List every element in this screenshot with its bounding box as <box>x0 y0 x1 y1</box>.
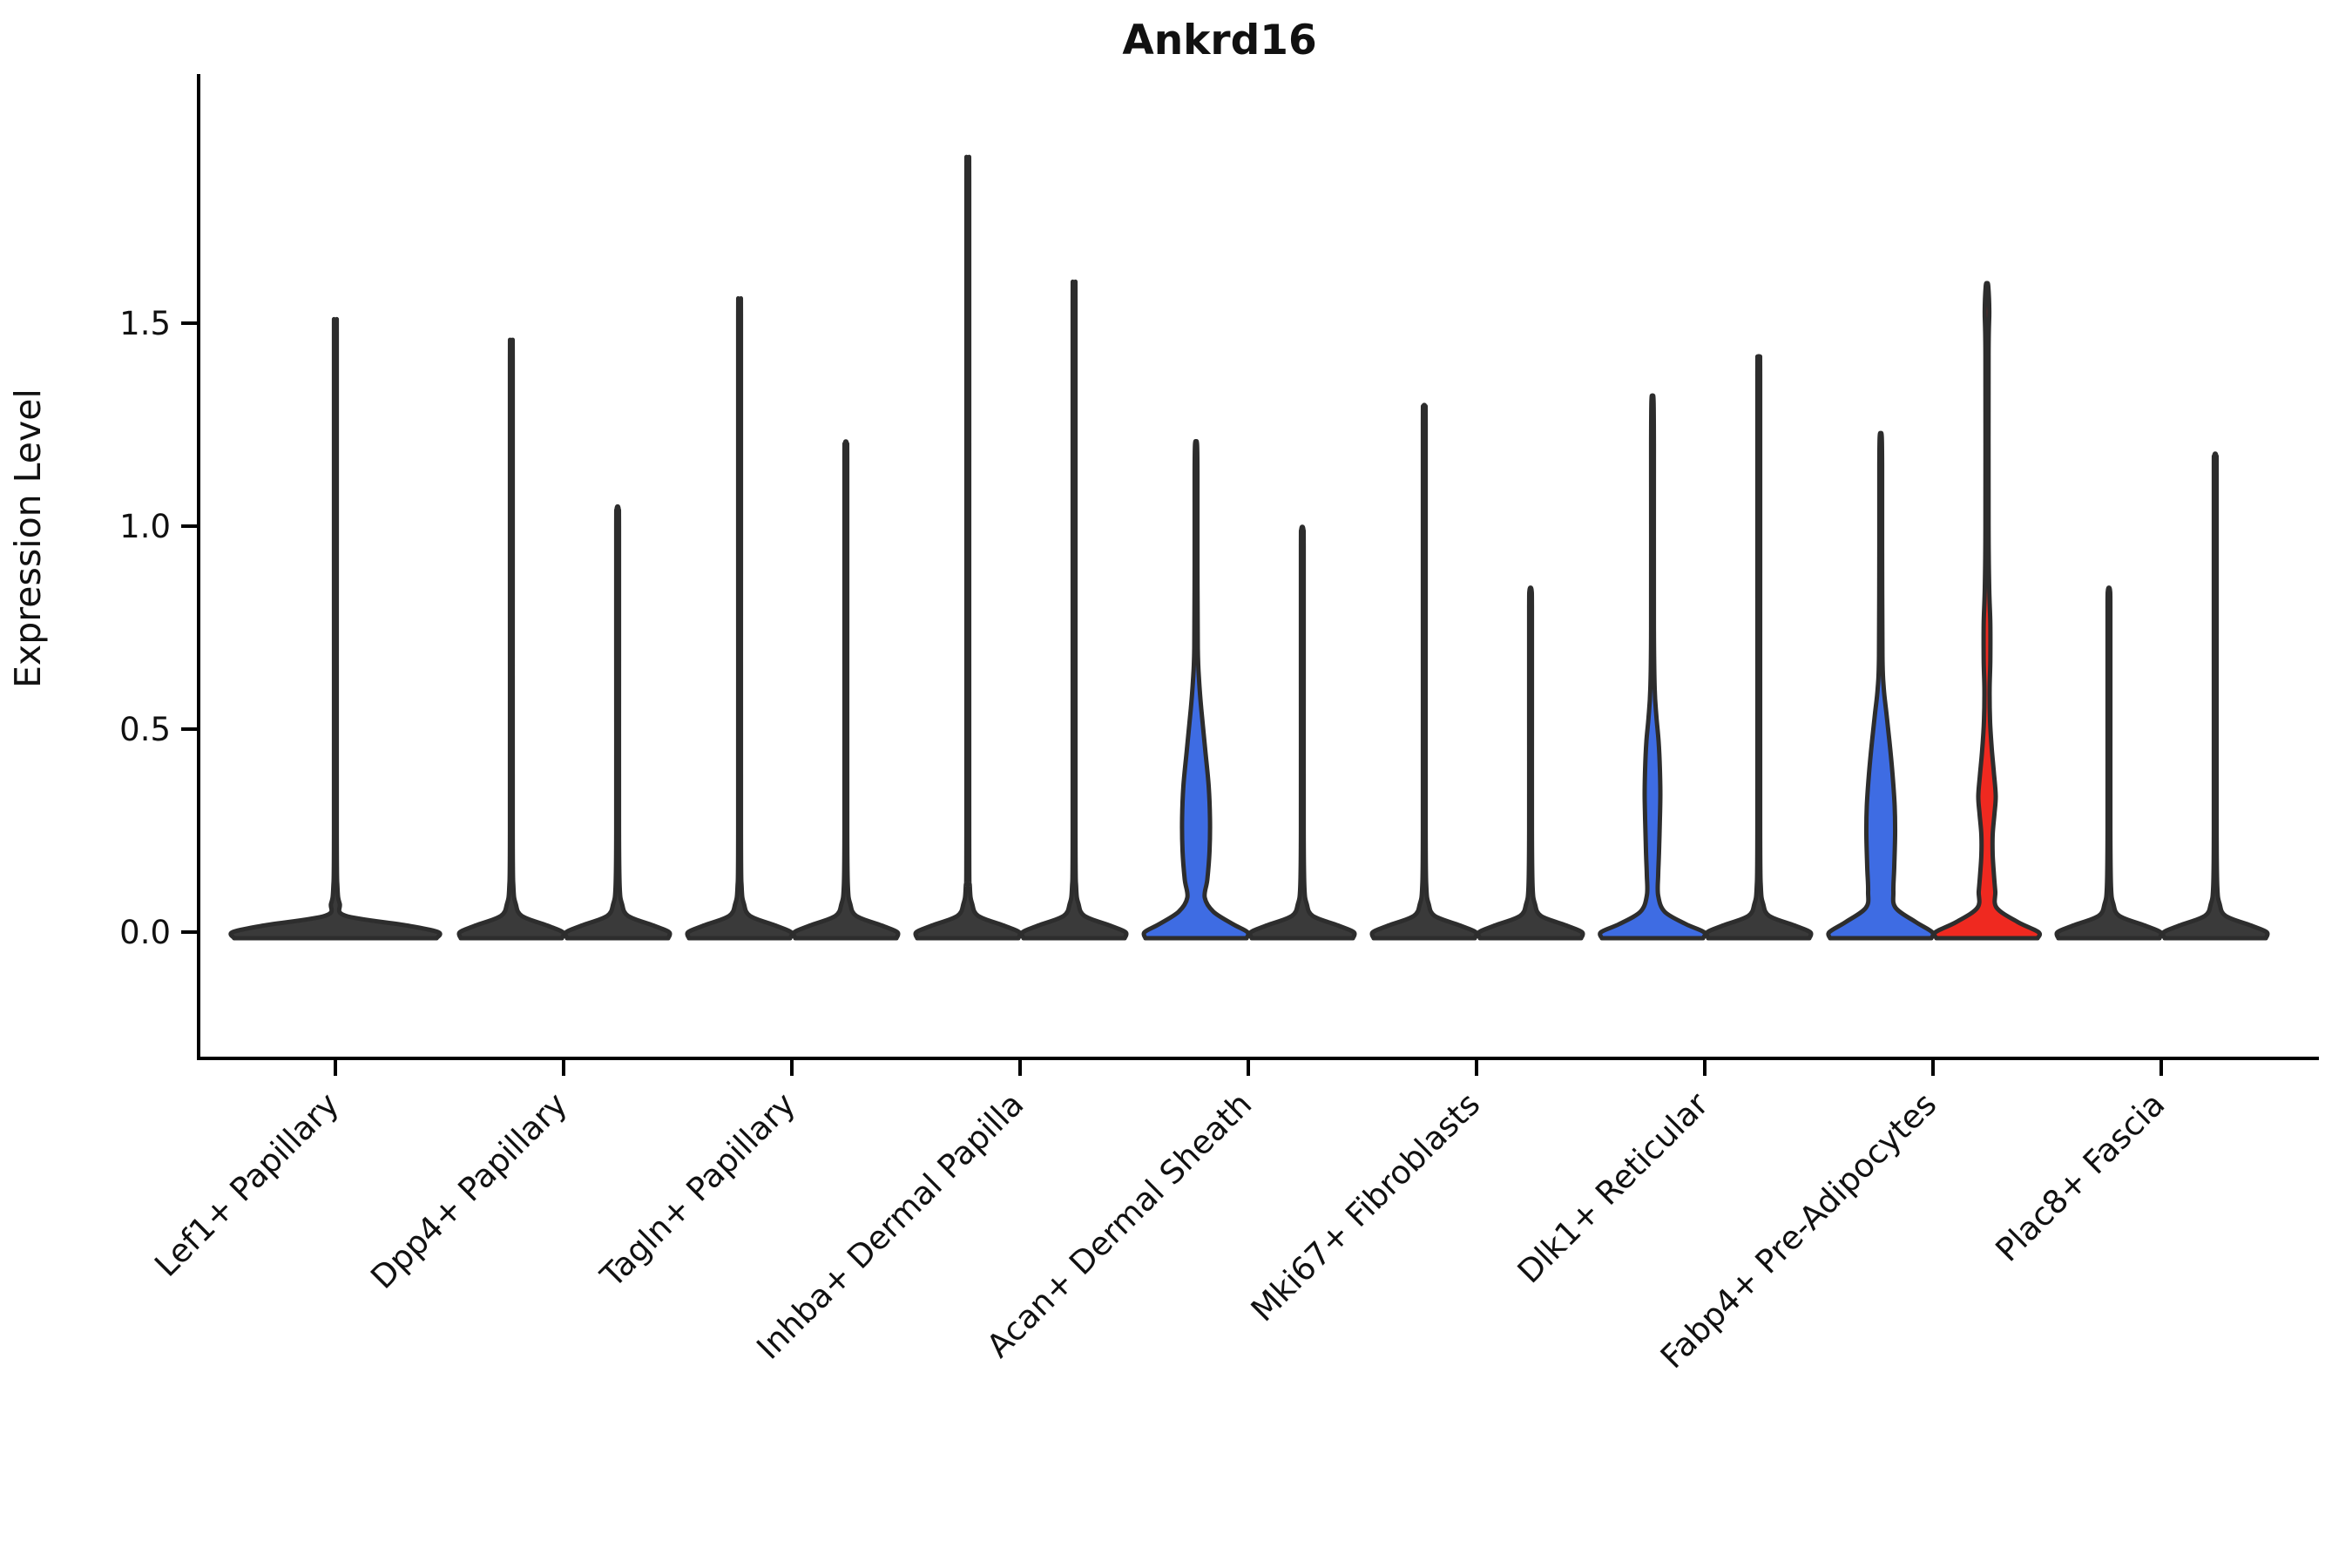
x-tick-label-inhba-dermal-papilla: Inhba+ Dermal Papilla <box>749 1085 1031 1367</box>
violins-layer <box>228 154 2270 941</box>
chart-title: Ankrd16 <box>1122 17 1316 64</box>
violin-fabp4-pre-adipocytes-right <box>1931 280 2043 941</box>
x-tick-label-mki67-fibroblasts: Mki67+ Fibroblasts <box>1244 1085 1488 1329</box>
x-tick-label-acan-dermal-sheath: Acan+ Dermal Sheath <box>979 1085 1259 1365</box>
violin-tagln-papillary-right <box>791 439 901 941</box>
y-tick-label-1-5: 1.5 <box>119 305 171 342</box>
x-tick-label-plac8-fascia: Plac8+ Fascia <box>1989 1085 2173 1269</box>
y-tick-label-0-0: 0.0 <box>119 914 171 951</box>
violin-fabp4-pre-adipocytes-left <box>1826 430 1936 941</box>
y-axis-label: Expression Level <box>7 389 49 688</box>
violin-dpp4-papillary-left <box>456 337 566 941</box>
x-tick-label-dlk1-reticular: Dlk1+ Reticular <box>1511 1085 1716 1290</box>
violin-plac8-fascia-right <box>2160 451 2270 941</box>
violin-mki67-fibroblasts-right <box>1476 585 1585 941</box>
violin-tagln-papillary-left <box>685 295 794 941</box>
violin-inhba-dermal-papilla-left <box>913 154 1023 941</box>
x-tick-label-lef1-papillary: Lef1+ Papillary <box>147 1085 346 1284</box>
violin-acan-dermal-sheath-left <box>1141 438 1251 941</box>
axes-layer <box>197 74 2319 1060</box>
violin-dpp4-papillary-right <box>563 504 672 941</box>
violin-dlk1-reticular-right <box>1704 354 1814 941</box>
violin-inhba-dermal-papilla-right <box>1019 279 1129 941</box>
x-tick-label-dpp4-papillary: Dpp4+ Papillary <box>363 1085 574 1296</box>
violin-lef1-papillary-center <box>228 316 443 941</box>
tick-layer: 0.0 0.5 1.0 1.5 Lef1+ Papillary Dpp4+ Papilla… <box>119 305 2172 1375</box>
y-tick-label-0-5: 0.5 <box>119 711 171 748</box>
violin-mki67-fibroblasts-left <box>1369 402 1479 941</box>
violin-acan-dermal-sheath-right <box>1247 524 1357 941</box>
x-tick-label-tagln-papillary: Tagln+ Papillary <box>593 1085 803 1295</box>
y-tick-label-1-0: 1.0 <box>119 508 171 545</box>
violin-plac8-fascia-left <box>2054 585 2164 941</box>
violin-dlk1-reticular-left <box>1598 393 1707 941</box>
